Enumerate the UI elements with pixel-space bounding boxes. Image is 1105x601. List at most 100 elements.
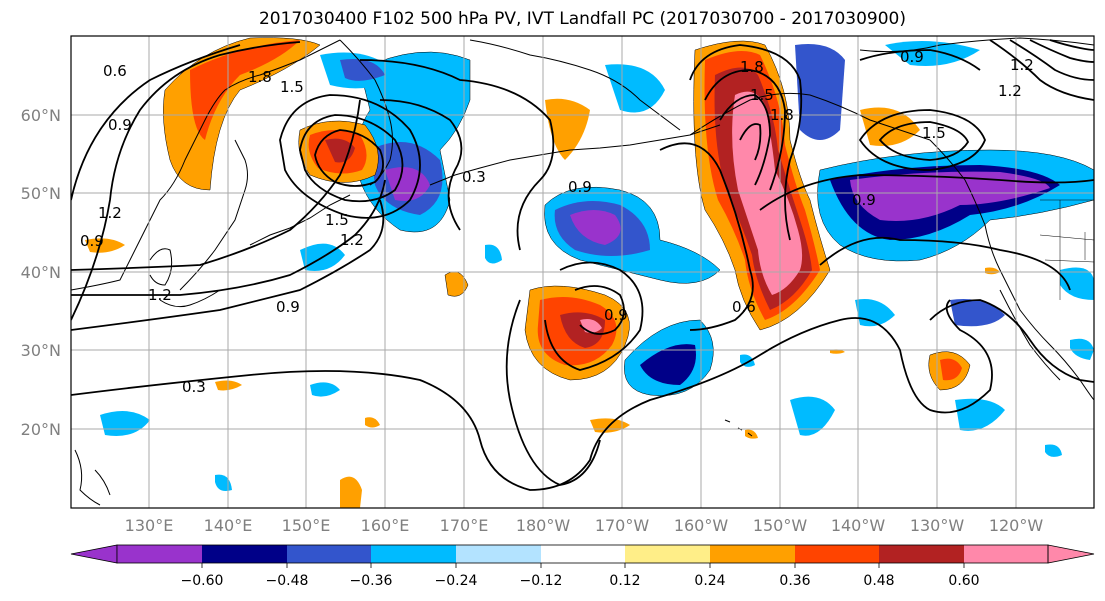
coastline-baja <box>999 289 1061 381</box>
colorbar-bin <box>371 545 456 563</box>
contour-label: 0.9 <box>80 232 104 250</box>
anomaly-north-pacific-mid <box>340 59 385 81</box>
contour-nw-canada-3 <box>1009 39 1094 81</box>
anomaly-subtropical-east-3 <box>950 299 1005 327</box>
contour-gulf-ring-1 <box>858 109 986 171</box>
contour-label: 0.9 <box>276 298 300 316</box>
contour-label: 1.5 <box>280 78 304 96</box>
coastline-aleutians <box>429 124 721 186</box>
longitude-labels: 130°E 140°E 150°E 160°E 170°E 180°W 170°… <box>125 516 1044 535</box>
contour-ne-0-9 <box>759 174 1094 211</box>
contour-label: 0.3 <box>462 168 486 186</box>
coastline-japan <box>179 139 248 291</box>
contour-label: 1.8 <box>740 58 764 76</box>
colorbar-bin <box>625 545 710 563</box>
colorbar-bin <box>964 545 1048 563</box>
colorbar-frame <box>116 544 1049 564</box>
colorbar-bin <box>202 545 287 563</box>
coastlines <box>71 37 1094 506</box>
latitude-labels: 60°N 50°N 40°N 30°N 20°N <box>21 106 61 439</box>
anomaly-small-p3 <box>340 476 362 508</box>
anomaly-bering-sea <box>545 98 590 160</box>
colorbar-bin <box>879 545 964 563</box>
contour-nw-canada-2 <box>989 39 1094 101</box>
anomaly-small-p6 <box>365 417 380 428</box>
contour-0-3-south <box>71 299 993 491</box>
contour-1-2-west <box>71 179 386 296</box>
coastline-kamchatka <box>339 39 393 186</box>
contour-center-3 <box>574 285 625 335</box>
lat-label: 50°N <box>21 184 61 203</box>
contour-label: 0.9 <box>604 306 628 324</box>
lon-label: 160°E <box>361 516 410 535</box>
colorbar-tick-label: −0.12 <box>520 573 563 589</box>
positive-pv-anomaly-areas <box>85 37 1000 508</box>
anomaly-baja-region <box>1060 267 1094 300</box>
colorbar-tick-label: 0.12 <box>609 573 640 589</box>
colorbar-tick-label: −0.36 <box>350 573 393 589</box>
colorbar-bin <box>117 545 202 563</box>
contour-label: 1.2 <box>340 231 364 249</box>
anomaly-philippine-sea <box>100 411 150 436</box>
lon-label: 170°W <box>595 516 650 535</box>
anomaly-small-2 <box>485 244 502 264</box>
lon-label: 130°E <box>125 516 174 535</box>
contour-0-9-west <box>71 199 385 331</box>
anomaly-northwest-canada <box>885 41 980 66</box>
contour-label: 1.5 <box>750 86 774 104</box>
colorbar-tick-label: −0.60 <box>181 573 224 589</box>
lat-label: 60°N <box>21 106 61 125</box>
colorbar-tick-label: 0.36 <box>779 573 810 589</box>
contour-label: 1.2 <box>98 204 122 222</box>
lon-label: 150°E <box>282 516 331 535</box>
contour-label: 1.5 <box>325 211 349 229</box>
pv-contours <box>71 39 1094 491</box>
contour-west-3 <box>71 44 241 201</box>
lon-label: 140°W <box>831 516 886 535</box>
coastline-alaska-south <box>689 92 931 141</box>
colorbar-bin <box>541 545 625 563</box>
colorbar-tick-labels: −0.60 −0.48 −0.36 −0.24 −0.12 0.12 0.24 … <box>181 573 980 589</box>
map-plot: 0.6 0.9 1.8 1.5 1.2 0.9 1.2 1.5 1.2 0.9 … <box>70 35 1095 509</box>
lon-label: 150°W <box>753 516 808 535</box>
colorbar-tick-label: 0.48 <box>863 573 894 589</box>
contour-label: 0.3 <box>182 378 206 396</box>
contour-label: 1.2 <box>998 82 1022 100</box>
lon-label: 180°W <box>516 516 571 535</box>
contour-gulf-ring-2 <box>878 121 970 161</box>
contour-label: 1.2 <box>1010 56 1034 74</box>
contour-pacific-0-9 <box>659 142 754 331</box>
contour-mid-1 <box>359 59 555 251</box>
anomaly-small-7 <box>1070 338 1094 360</box>
coastline-japan-south <box>159 289 221 308</box>
anomaly-subtropical-pacific-core <box>640 344 696 385</box>
contour-center-1 <box>505 299 601 486</box>
anomaly-hawaii-east-mid <box>940 358 962 381</box>
state-borders <box>1039 199 1094 300</box>
anomaly-gulf-of-alaska <box>795 44 845 140</box>
anomaly-northeast-pacific-core <box>850 171 1050 221</box>
anomaly-small-p9 <box>745 429 758 439</box>
contour-label: 0.6 <box>732 298 756 316</box>
colorbar-bin <box>287 545 371 563</box>
anomaly-small-6 <box>1045 444 1062 457</box>
colorbar-bin <box>795 545 879 563</box>
colorbar-tick-label: 0.24 <box>694 573 725 589</box>
contour-center-2 <box>544 261 644 371</box>
contour-label: 0.9 <box>852 191 876 209</box>
lon-label: 130°W <box>910 516 965 535</box>
coastline-kurils <box>249 194 351 246</box>
contour-west-1 <box>71 99 361 271</box>
colorbar-extend-low <box>70 544 118 564</box>
contour-label: 0.9 <box>108 116 132 134</box>
coastline-north-america <box>929 139 1094 401</box>
contour-ne-outer <box>819 236 1071 291</box>
colorbar-bin <box>456 545 541 563</box>
colorbar-tick-label: 0.60 <box>948 573 979 589</box>
contour-far-east-low <box>929 299 1094 383</box>
colorbar-bin <box>710 545 795 563</box>
coastline-korea <box>149 248 173 286</box>
contour-label: 1.5 <box>922 124 946 142</box>
contour-label: 0.9 <box>568 178 592 196</box>
plot-frame <box>70 35 1095 509</box>
